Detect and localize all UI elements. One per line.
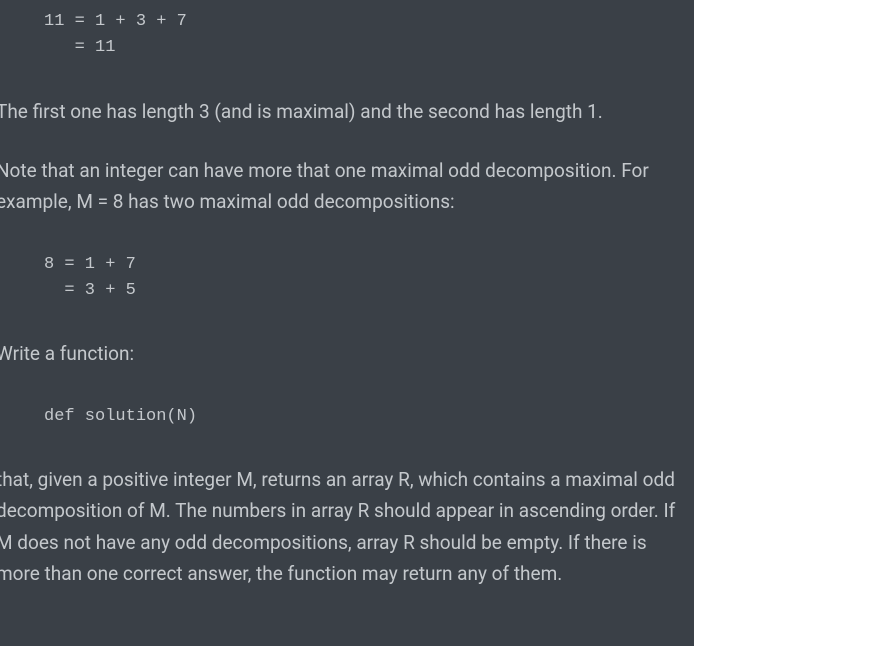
paragraph-4: that, given a positive integer M, return… (0, 464, 694, 589)
spacer (0, 0, 694, 9)
code-line: = 11 (44, 38, 115, 57)
spacer (0, 218, 694, 252)
code-example-2: 8 = 1 + 7 = 3 + 5 (0, 252, 694, 305)
spacer (0, 127, 694, 155)
problem-statement-panel: 11 = 1 + 3 + 7 = 11 The first one has le… (0, 0, 694, 646)
paragraph-2: Note that an integer can have more that … (0, 155, 694, 218)
paragraph-3: Write a function: (0, 338, 694, 369)
code-line: = 3 + 5 (44, 281, 136, 300)
code-line: def solution(N) (44, 407, 197, 426)
paragraph-1: The first one has length 3 (and is maxim… (0, 96, 694, 127)
code-line: 8 = 1 + 7 (44, 255, 136, 274)
spacer (0, 62, 694, 96)
function-signature: def solution(N) (0, 404, 694, 430)
spacer (0, 304, 694, 338)
code-example-1: 11 = 1 + 3 + 7 = 11 (0, 9, 694, 62)
spacer (0, 370, 694, 404)
spacer (0, 430, 694, 464)
code-line: 11 = 1 + 3 + 7 (44, 12, 187, 31)
